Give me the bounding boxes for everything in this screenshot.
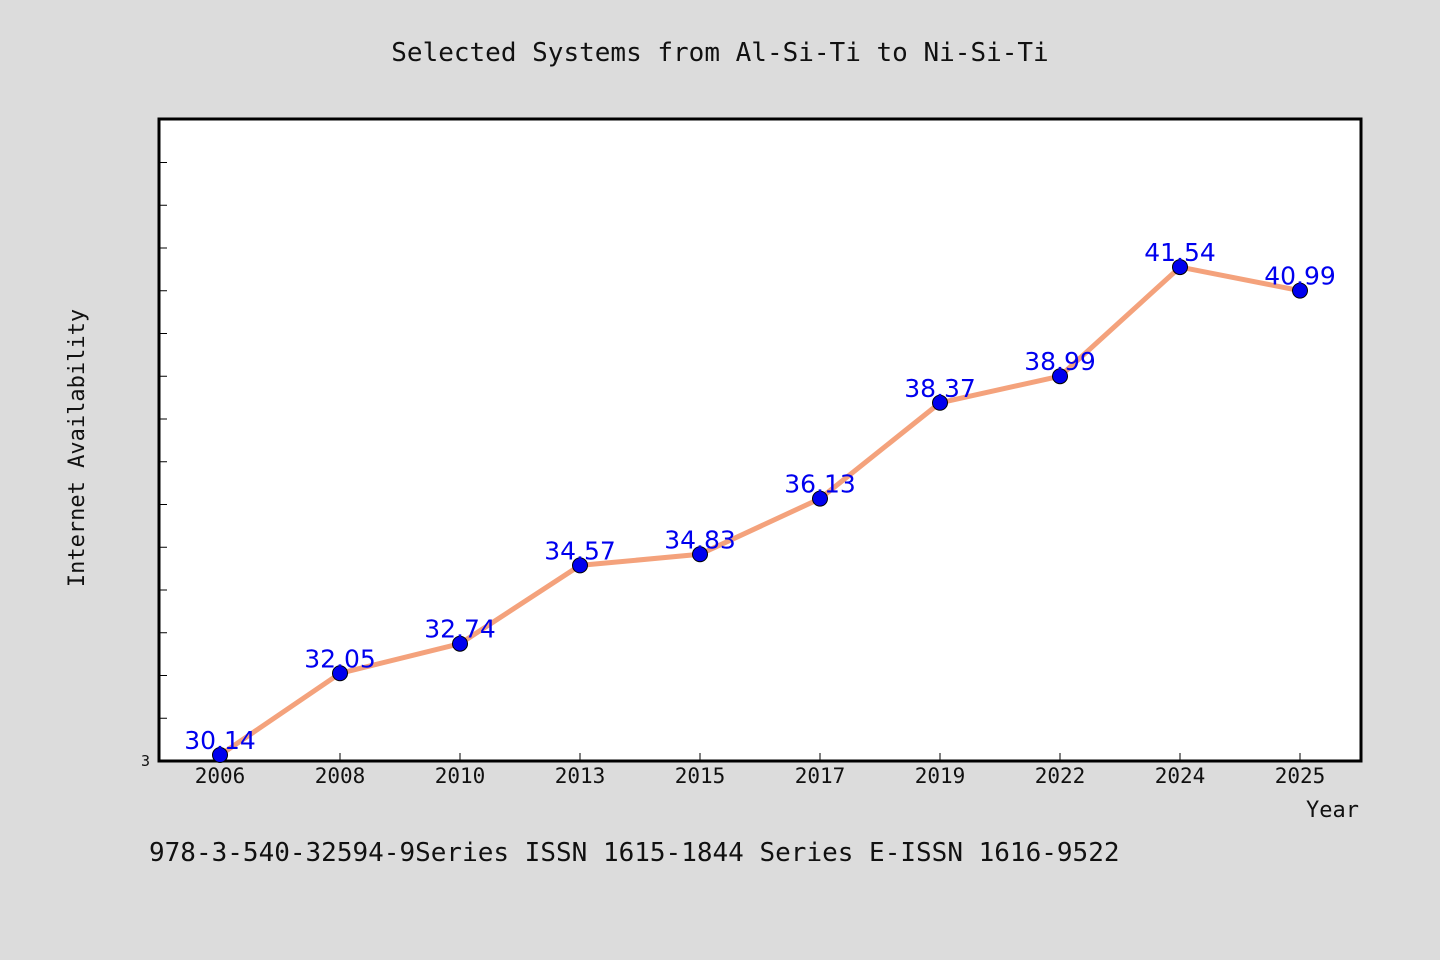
x-axis-tick-labels: 2006 2008 2010 2013 2015 2017 2019 2022 2024 2025: [195, 764, 1326, 788]
series-line: [217, 264, 1303, 758]
data-label: 38.99: [1024, 347, 1096, 376]
data-label: 36.13: [784, 470, 856, 499]
x-tick-label: 2008: [315, 764, 366, 788]
data-point: [1172, 259, 1188, 276]
data-point: [452, 635, 468, 652]
data-point: [812, 490, 828, 507]
data-label: 40.99: [1264, 262, 1336, 291]
data-point: [1292, 282, 1308, 299]
y-axis-label: Internet Availability: [65, 309, 90, 587]
data-point: [332, 665, 348, 682]
x-tick-label: 2019: [915, 764, 966, 788]
data-point: [692, 546, 708, 563]
data-point: [932, 394, 948, 411]
x-tick-label: 2006: [195, 764, 246, 788]
data-point: [212, 747, 228, 764]
data-point: [1052, 368, 1068, 385]
x-tick-label: 2013: [555, 764, 606, 788]
x-tick-label: 2015: [675, 764, 726, 788]
plot-area: [157, 117, 1363, 763]
data-label: 34.57: [544, 536, 616, 565]
data-label: 34.83: [664, 525, 736, 554]
data-point: [572, 557, 588, 574]
x-tick-label: 2022: [1035, 764, 1086, 788]
x-axis-label: Year: [1306, 798, 1359, 823]
x-tick-label: 2017: [795, 764, 846, 788]
chart-title: Selected Systems from Al-Si-Ti to Ni-Si-…: [391, 38, 1048, 68]
x-tick-label: 2024: [1155, 764, 1206, 788]
series-layer: 30.14 32.05 32.74 34.57 34.83 36.13 38.37 38.99…: [184, 238, 1336, 764]
x-tick-label: 2010: [435, 764, 486, 788]
y-axis-ticks: [159, 162, 167, 762]
x-tick-label: 2025: [1275, 764, 1326, 788]
caption: 978-3-540-32594-9Series ISSN 1615-1844 S…: [149, 838, 1120, 868]
y-tick-label: 3: [141, 752, 150, 770]
data-label: 30.14: [184, 726, 256, 755]
data-label: 32.74: [424, 615, 496, 644]
data-label: 32.05: [304, 644, 376, 673]
data-label: 41.54: [1144, 238, 1216, 267]
data-label: 38.37: [904, 374, 976, 403]
